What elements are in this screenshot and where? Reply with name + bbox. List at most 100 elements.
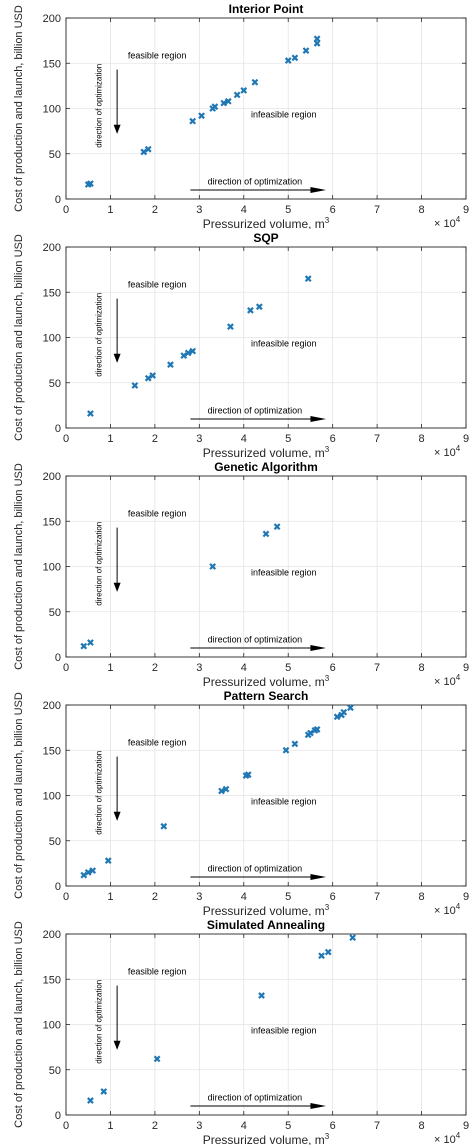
data-point bbox=[224, 97, 232, 105]
x-tick-label: 0 bbox=[63, 433, 69, 445]
vertical-direction-label: direction of optimization bbox=[95, 293, 104, 377]
x-multiplier-label: × 104 bbox=[434, 1131, 461, 1145]
x-tick-label: 7 bbox=[374, 1120, 380, 1132]
data-point bbox=[131, 382, 139, 389]
x-tick-label: 3 bbox=[196, 204, 202, 216]
x-tick-label: 6 bbox=[330, 891, 336, 903]
data-point bbox=[80, 871, 88, 879]
x-axis-label: Pressurized volume, m3 bbox=[203, 216, 330, 229]
infeasible-region-label: infeasible region bbox=[251, 568, 317, 578]
horizontal-direction-label: direction of optimization bbox=[208, 635, 303, 645]
y-tick-label: 50 bbox=[49, 607, 61, 619]
x-tick-label: 7 bbox=[374, 433, 380, 445]
data-point bbox=[324, 948, 332, 956]
data-point bbox=[318, 952, 325, 960]
data-point bbox=[247, 306, 254, 314]
x-tick-label: 7 bbox=[374, 204, 380, 216]
data-point bbox=[340, 708, 348, 716]
x-axis-label-text: Pressurized volume, m bbox=[203, 446, 325, 458]
data-point bbox=[149, 372, 157, 379]
x-tick-label: 3 bbox=[196, 891, 202, 903]
vertical-arrow-head bbox=[113, 811, 121, 821]
x-tick-label: 5 bbox=[285, 1120, 291, 1132]
data-point bbox=[87, 180, 94, 187]
x-tick-label: 1 bbox=[107, 1120, 113, 1132]
y-tick-label: 50 bbox=[49, 1065, 61, 1077]
x-tick-label: 0 bbox=[63, 1120, 69, 1132]
x-tick-label: 1 bbox=[107, 891, 113, 903]
vertical-arrow-head bbox=[113, 124, 121, 134]
x-tick-label: 5 bbox=[285, 433, 291, 445]
y-tick-label: 200 bbox=[43, 471, 61, 483]
data-point bbox=[198, 112, 205, 120]
feasible-region-label: feasible region bbox=[128, 738, 187, 748]
y-tick-label: 50 bbox=[49, 378, 61, 390]
x-axis-label-sup: 3 bbox=[325, 445, 330, 454]
x-axis-label: Pressurized volume, m3 bbox=[203, 1132, 330, 1145]
x-tick-label: 5 bbox=[285, 891, 291, 903]
chart-title: Genetic Algorithm bbox=[214, 460, 318, 474]
data-point bbox=[304, 275, 312, 283]
x-axis-label-text: Pressurized volume, m bbox=[203, 217, 325, 229]
x-multiplier-sup: 4 bbox=[456, 1131, 461, 1140]
data-point bbox=[87, 410, 94, 417]
x-tick-label: 5 bbox=[285, 204, 291, 216]
chart-panel: 0 1 2 3 4 5 6 7 8 9 0 50 100 150 200 Simulated Annealin… bbox=[13, 918, 469, 1145]
x-tick-label: 1 bbox=[107, 662, 113, 674]
data-point bbox=[227, 323, 234, 331]
data-point bbox=[282, 746, 290, 754]
x-tick-label: 9 bbox=[463, 891, 469, 903]
data-point bbox=[307, 729, 314, 737]
vertical-direction-label: direction of optimization bbox=[95, 980, 104, 1064]
y-axis-label: Cost of production and launch, billion U… bbox=[13, 234, 25, 441]
data-point bbox=[273, 523, 281, 531]
data-point bbox=[333, 713, 341, 721]
x-multiplier-text: × 10 bbox=[434, 1134, 456, 1145]
vertical-direction-label: direction of optimization bbox=[95, 751, 104, 835]
data-point bbox=[347, 704, 354, 712]
data-point bbox=[291, 54, 299, 62]
data-point bbox=[189, 117, 197, 125]
horizontal-direction-label: direction of optimization bbox=[208, 1093, 303, 1103]
x-tick-label: 8 bbox=[418, 662, 424, 674]
x-tick-label: 6 bbox=[330, 433, 336, 445]
feasible-region-label: feasible region bbox=[128, 280, 187, 290]
y-tick-label: 50 bbox=[49, 836, 61, 848]
chart-panel: 0 1 2 3 4 5 6 7 8 9 0 50 100 150 200 Pattern Search Pres… bbox=[13, 689, 469, 916]
y-tick-label: 0 bbox=[55, 652, 61, 664]
data-point bbox=[218, 787, 225, 795]
x-tick-label: 5 bbox=[285, 662, 291, 674]
y-axis-label: Cost of production and launch, billion U… bbox=[13, 5, 25, 212]
x-tick-label: 4 bbox=[241, 891, 247, 903]
data-point bbox=[189, 347, 197, 355]
data-point bbox=[209, 563, 217, 570]
y-tick-label: 150 bbox=[43, 287, 61, 299]
x-axis-label-sup: 3 bbox=[325, 903, 330, 912]
horizontal-arrow-head bbox=[310, 415, 326, 422]
y-tick-label: 150 bbox=[43, 58, 61, 70]
y-tick-label: 150 bbox=[43, 745, 61, 757]
x-multiplier-text: × 10 bbox=[434, 676, 456, 687]
data-point bbox=[160, 822, 168, 830]
data-point bbox=[349, 934, 357, 941]
horizontal-arrow-head bbox=[310, 873, 326, 880]
y-axis-label: Cost of production and launch, billion U… bbox=[13, 463, 25, 670]
chart-panel: 0 1 2 3 4 5 6 7 8 9 0 50 100 150 200 Interior Point Pres… bbox=[13, 2, 469, 229]
x-multiplier-label: × 104 bbox=[434, 444, 461, 458]
infeasible-region-label: infeasible region bbox=[251, 339, 317, 349]
x-tick-label: 6 bbox=[330, 1120, 336, 1132]
x-tick-label: 2 bbox=[152, 662, 158, 674]
x-multiplier-sup: 4 bbox=[456, 673, 461, 682]
x-tick-label: 6 bbox=[330, 662, 336, 674]
data-point bbox=[240, 87, 248, 94]
y-tick-label: 100 bbox=[43, 791, 61, 803]
x-tick-label: 7 bbox=[374, 891, 380, 903]
data-point bbox=[80, 642, 88, 650]
chart-title: Simulated Annealing bbox=[207, 918, 325, 932]
y-tick-label: 0 bbox=[55, 1110, 61, 1122]
y-tick-label: 100 bbox=[43, 562, 61, 574]
x-multiplier-text: × 10 bbox=[434, 218, 456, 229]
x-axis-label-text: Pressurized volume, m bbox=[203, 675, 325, 687]
chart-title: SQP bbox=[253, 231, 278, 245]
